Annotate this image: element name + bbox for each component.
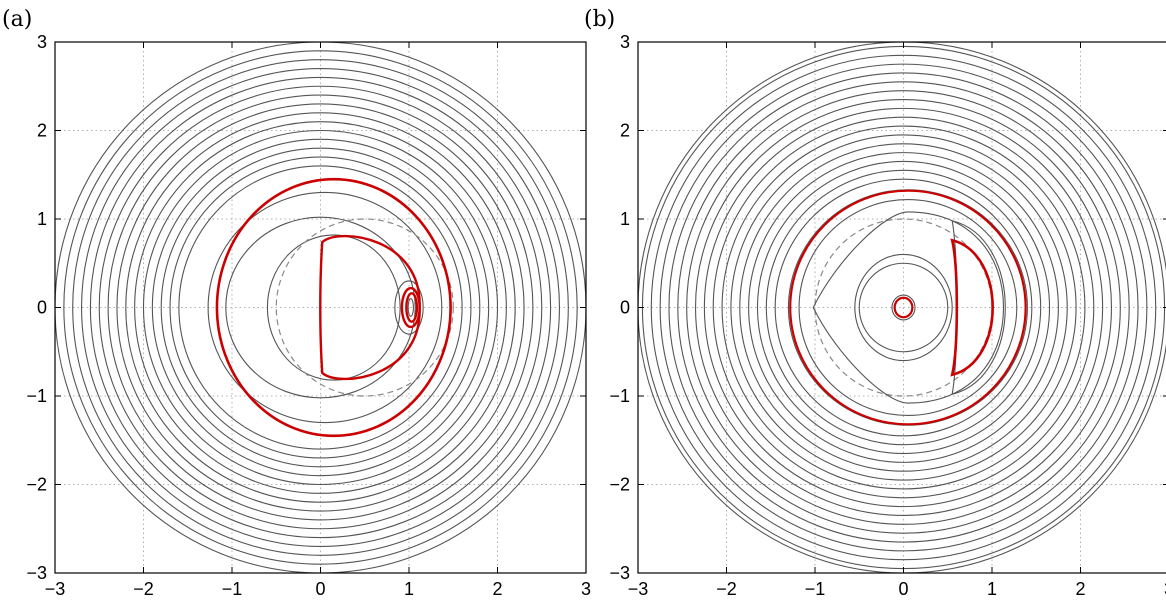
contour-circle <box>765 169 1042 446</box>
contour-circle <box>178 165 463 450</box>
contour-circle <box>134 121 507 494</box>
contour-circle <box>739 143 1068 472</box>
contour-circle <box>677 81 1130 534</box>
x-tick-label: −1 <box>222 579 243 599</box>
panel-b: (b) −3 −2 −1 0 1 2 3 −3 −2 −1 0 1 2 3 <box>584 7 1166 599</box>
contour-curve <box>207 191 443 424</box>
contour-circle <box>169 156 472 459</box>
y-tick-label: 2 <box>37 121 47 141</box>
contour-circle <box>756 160 1051 455</box>
plot-b: −3 −2 −1 0 1 2 3 −3 −2 −1 0 1 2 3 <box>609 32 1166 599</box>
y-tick-label: 2 <box>620 121 630 141</box>
panel-a: (a) −3 −2 −1 0 1 2 3 −3 −2 −1 0 1 2 3 <box>2 7 591 599</box>
panel-b-label: (b) <box>584 7 615 32</box>
contour-loop <box>394 280 424 335</box>
contour-circle <box>668 72 1139 543</box>
x-tick-label: 3 <box>1164 579 1166 599</box>
x-tick-label: −1 <box>805 579 826 599</box>
x-tick-label: −3 <box>45 579 66 599</box>
contour-circle <box>81 68 560 547</box>
contour-circle <box>89 76 552 539</box>
y-tick-label: 3 <box>620 32 630 52</box>
highlight-curve <box>405 292 419 323</box>
y-tick-label: −2 <box>26 475 47 495</box>
contour-curve <box>798 198 1018 417</box>
contour-circle <box>721 125 1086 490</box>
y-tick-label: 0 <box>620 298 630 318</box>
panel-a-label: (a) <box>2 7 32 32</box>
contour-circle <box>712 116 1095 499</box>
contour-circle <box>774 178 1033 437</box>
contour-circle <box>160 147 481 468</box>
x-tick-label: −3 <box>628 579 649 599</box>
red-crescent <box>950 238 994 377</box>
highlight-curve <box>400 286 421 329</box>
contour-circle <box>125 112 516 503</box>
contour-circle <box>107 94 534 521</box>
x-tick-label: −2 <box>716 579 737 599</box>
contour-circle <box>686 90 1121 525</box>
x-tick-label: 2 <box>1075 579 1085 599</box>
contour-circle <box>98 85 543 530</box>
y-tick-label: −3 <box>26 563 47 583</box>
x-tick-label: 0 <box>315 579 325 599</box>
x-tick-label: 1 <box>987 579 997 599</box>
highlight-curve <box>789 189 1027 426</box>
cusp-curve <box>812 211 1005 404</box>
x-tick-label: 0 <box>898 579 908 599</box>
contour-curve <box>891 294 916 321</box>
y-tick-label: 3 <box>37 32 47 52</box>
y-tick-label: 1 <box>620 209 630 229</box>
y-tick-label: −1 <box>609 386 630 406</box>
contour-curve <box>266 234 401 381</box>
x-tick-label: 3 <box>581 579 591 599</box>
y-tick-label: 1 <box>37 209 47 229</box>
contour-circle <box>659 63 1148 552</box>
x-tick-label: 1 <box>404 579 414 599</box>
contour-circle <box>116 103 525 512</box>
contour-circle <box>72 59 569 556</box>
x-tick-label: −2 <box>133 579 154 599</box>
y-tick-label: 0 <box>37 298 47 318</box>
contour-circle <box>63 50 578 565</box>
contour-circle <box>694 98 1113 517</box>
highlight-curve <box>893 296 914 319</box>
contour-circle <box>151 138 490 477</box>
dashed-circle <box>275 218 454 397</box>
plot-area <box>638 42 1166 573</box>
x-tick-label: 2 <box>492 579 502 599</box>
plot-area <box>55 42 586 573</box>
contour-curve <box>225 216 416 399</box>
contour-circle <box>730 134 1077 481</box>
y-tick-label: −1 <box>26 386 47 406</box>
y-tick-label: −2 <box>609 475 630 495</box>
separatrix-d-curve <box>319 234 421 381</box>
contour-circle <box>650 54 1157 561</box>
contour-curve <box>854 253 953 362</box>
plot-a: −3 −2 −1 0 1 2 3 −3 −2 −1 0 1 2 3 <box>26 32 591 599</box>
y-tick-label: −3 <box>609 563 630 583</box>
highlight-curve <box>215 177 452 438</box>
contour-circle <box>142 129 499 486</box>
contour-circle <box>703 107 1104 508</box>
contour-loop <box>407 298 414 317</box>
contour-circle <box>748 152 1059 463</box>
contour-curve <box>858 262 949 353</box>
